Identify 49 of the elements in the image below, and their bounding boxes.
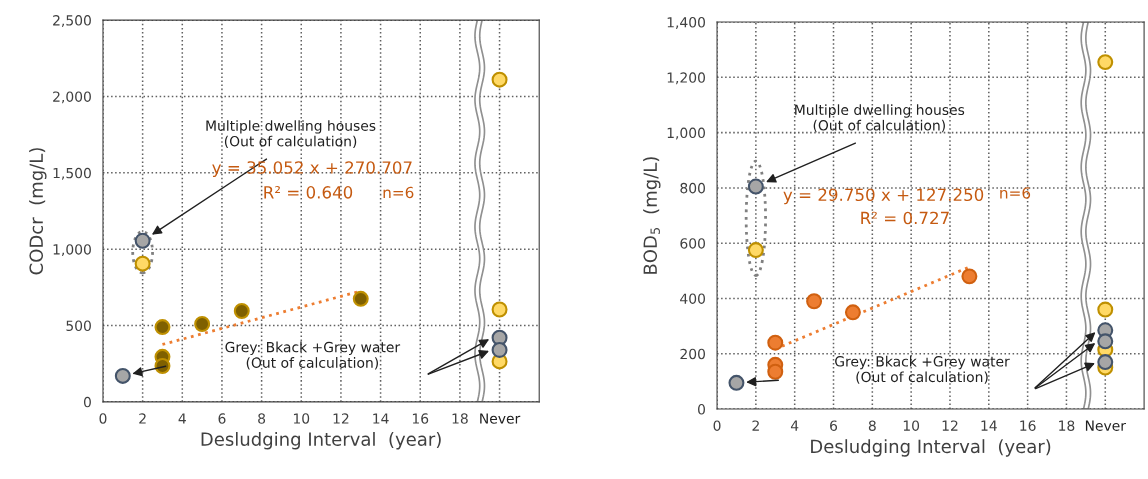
x-tick-label: 16	[412, 413, 429, 424]
y-tick-label: 1,000	[53, 244, 91, 257]
x-tick-label: 10	[293, 413, 310, 424]
x-tick-label: 0	[713, 420, 721, 431]
x-tick-label: 12	[333, 413, 349, 424]
y-tick-label: 1,500	[53, 167, 91, 180]
x-tick-label: 12	[942, 420, 958, 431]
x-tick-label: 4	[178, 413, 186, 424]
x-tick-label: 0	[99, 413, 107, 424]
x-tick-label: 14	[981, 420, 997, 431]
x-tick-label: 10	[903, 420, 920, 431]
x-tick-label: Never	[480, 413, 521, 424]
x-tick-label: 8	[868, 420, 876, 431]
x-tick-label: 4	[790, 420, 799, 431]
annotation: R² = 0.640	[264, 186, 353, 199]
x-tick-label: 2	[139, 413, 146, 424]
y-axis-title: BOD$_{5}$ (mg/L)	[643, 157, 661, 274]
y-tick-label: 2,500	[53, 15, 91, 28]
annotation: n=6	[1000, 187, 1031, 199]
x-tick-label: 16	[1020, 420, 1036, 431]
x-tick-label: 2	[752, 420, 759, 431]
annotation: Grey: Bkack +Grey water (Out of calculation)	[835, 355, 1010, 384]
x-tick-label: 18	[1059, 420, 1075, 431]
y-tick-label: 400	[680, 293, 706, 304]
annotation: y = 29.750 x + 127.250	[783, 188, 984, 205]
y-tick-label: 2,000	[53, 91, 91, 104]
x-tick-label: 6	[830, 420, 838, 431]
x-tick-label: 18	[452, 413, 468, 424]
annotation: n=6	[383, 186, 414, 199]
y-tick-label: 1,200	[667, 72, 706, 85]
annotation: Multiple dwelling houses (Out of calculation)	[206, 120, 376, 149]
x-tick-label: 14	[373, 413, 389, 424]
y-tick-label: 0	[698, 404, 706, 415]
y-tick-label: 600	[680, 238, 706, 249]
x-axis-title: Desludging Interval (year)	[811, 439, 1051, 457]
x-tick-label: 6	[218, 413, 226, 424]
y-tick-label: 1,400	[667, 17, 706, 29]
y-tick-label: 1,000	[667, 127, 706, 140]
y-tick-label: 500	[66, 320, 91, 331]
annotation: Multiple dwelling houses (Out of calculation)	[795, 104, 965, 133]
x-tick-label: 8	[258, 413, 266, 424]
x-tick-label: Never	[1085, 420, 1126, 431]
y-tick-label: 200	[680, 348, 706, 360]
y-tick-label: 800	[680, 182, 706, 194]
annotation: R² = 0.727	[861, 211, 949, 225]
annotation: Grey: Bkack +Grey water (Out of calculation)	[225, 341, 401, 370]
x-axis-title: Desludging Interval (year)	[201, 431, 441, 450]
y-axis-title: CODcr (mg/L)	[29, 148, 47, 275]
y-tick-label: 0	[83, 396, 91, 408]
